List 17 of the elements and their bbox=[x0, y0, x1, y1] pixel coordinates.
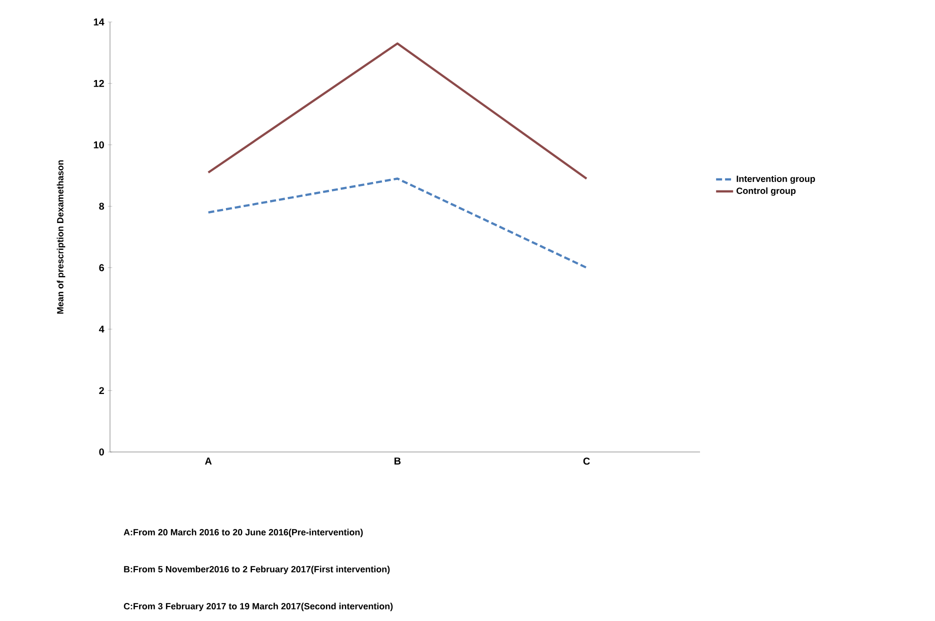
x-tick-label: A bbox=[204, 458, 212, 464]
y-tick-label: 14 bbox=[94, 18, 104, 26]
x-tick-label: B bbox=[394, 458, 401, 464]
text: A:From 20 March 2016 to 20 June 2016(Pre-intervention) bbox=[124, 528, 363, 538]
y-tick-label: 8 bbox=[99, 202, 104, 210]
legend-label: Intervention group bbox=[736, 175, 816, 184]
legend-label: Control group bbox=[736, 187, 796, 196]
y-tick-label: 10 bbox=[94, 141, 104, 148]
y-tick-label: 6 bbox=[99, 264, 104, 272]
y-tick-label: 12 bbox=[94, 80, 104, 87]
y-tick-label: 2 bbox=[99, 387, 104, 394]
text: B:From 5 November2016 to 2 February 2017(First intervention) bbox=[124, 566, 390, 574]
y-axis-title: Mean of prescription Dexamethason bbox=[56, 160, 66, 314]
y-tick-label: 4 bbox=[98, 326, 104, 333]
text: C:From 3 February 2017 to 19 March 2017(Second intervention) bbox=[124, 602, 393, 612]
x-tick-label: C bbox=[583, 458, 590, 465]
y-tick-label: 0 bbox=[99, 448, 104, 456]
